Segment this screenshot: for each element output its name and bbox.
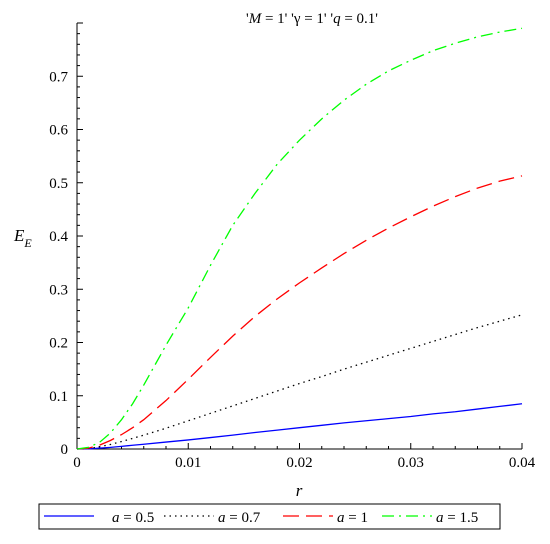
y-axis-label: EE: [13, 226, 32, 250]
y-tick-label: 0.2: [49, 336, 68, 352]
x-axis-label: r: [296, 481, 303, 500]
x-tick-label: 0.01: [175, 455, 201, 471]
series-line-4: [76, 27, 523, 450]
y-tick-label: 0.6: [49, 123, 68, 139]
y-axis-label-subscript: E: [23, 236, 32, 250]
y-tick-label: 0.4: [49, 229, 68, 245]
y-axis-label-main: E: [13, 226, 25, 245]
x-tick-label: 0.04: [509, 455, 536, 471]
legend-label-1: a = 0.5: [112, 510, 154, 526]
y-tick-label: 0: [61, 442, 69, 458]
chart-title-part: = 0.1': [341, 11, 379, 27]
y-ticks: 0 0.1 0.2 0.3 0.4 0.5 0.6 0.7: [49, 22, 83, 458]
legend-label-2: a = 0.7: [218, 510, 261, 526]
x-tick-label: 0: [73, 455, 81, 471]
series-line-3: [76, 175, 523, 450]
chart-title-part: = 1' ': [300, 11, 333, 27]
x-tick-label: 0.02: [286, 455, 312, 471]
series-line-1: [76, 403, 523, 450]
chart-title-part: ': [246, 11, 249, 27]
x-ticks: 0 0.01 0.02 0.03 0.04: [73, 443, 536, 471]
chart-title-part: γ: [293, 11, 301, 27]
y-tick-label: 0.7: [49, 69, 68, 85]
series-line-2: [76, 314, 523, 450]
y-tick-label: 0.1: [49, 389, 68, 405]
y-tick-label: 0.3: [49, 282, 68, 298]
chart-title: 'M = 1' 'γ = 1' 'q = 0.1': [246, 11, 378, 27]
series-lines: [76, 27, 523, 450]
chart-title-part: M: [248, 11, 263, 27]
chart-title-part: q: [333, 11, 341, 27]
x-tick-label: 0.03: [398, 455, 424, 471]
legend-label-4: a = 1.5: [436, 510, 478, 526]
y-tick-label: 0.5: [49, 176, 68, 192]
legend-label-3: a = 1: [337, 510, 368, 526]
chart-title-part: = 1' ': [261, 11, 294, 27]
legend: a = 0.5 a = 0.7 a = 1 a = 1.5: [38, 503, 501, 530]
